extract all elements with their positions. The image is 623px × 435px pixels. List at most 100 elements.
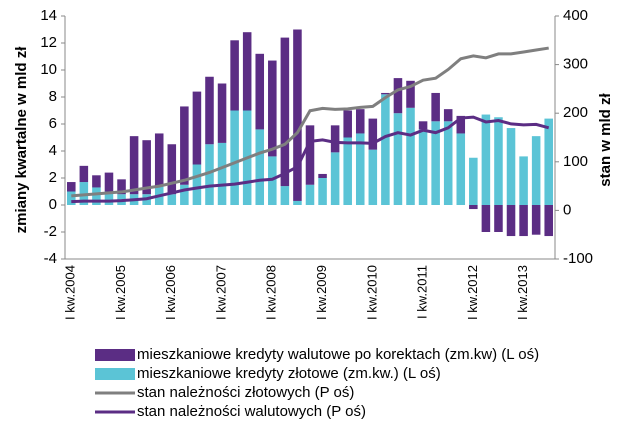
y-tick-label: 10 (40, 61, 57, 78)
bar (255, 129, 265, 205)
bar (280, 186, 290, 205)
x-tick-label: I kw.2004 (63, 265, 78, 320)
bar (481, 114, 491, 205)
bar (381, 92, 390, 95)
y2-tick-label: 400 (563, 7, 588, 24)
x-tick-label: I kw.2008 (264, 265, 279, 320)
y2-tick-label: -100 (563, 250, 593, 267)
bar (531, 136, 541, 205)
y-axis-label: zmiany kwartalne w mld zł (13, 46, 30, 234)
bar (205, 144, 214, 205)
x-tick-label: I kw.2011 (415, 265, 430, 319)
legend-label: mieszkaniowe kredyty złotowe (zm.kw.) (L… (137, 365, 441, 382)
y-tick-label: 0 (49, 196, 57, 213)
bar (217, 83, 227, 143)
y-tick-label: 12 (40, 34, 57, 51)
bar (305, 184, 315, 205)
x-tick-label: I kw.2005 (113, 265, 128, 320)
bar (192, 91, 202, 165)
y2-tick-label: 100 (563, 153, 588, 170)
bar (393, 113, 403, 205)
y-tick-label: -4 (44, 250, 57, 267)
bar (494, 205, 503, 232)
y-tick-label: 6 (49, 115, 57, 132)
y-tick-label: 14 (40, 7, 57, 24)
bar (117, 179, 126, 195)
legend-label: stan należności walutowych (P oś) (137, 403, 366, 420)
bar (431, 92, 440, 122)
bar (92, 175, 101, 188)
bar (293, 29, 302, 201)
legend-swatch (95, 349, 135, 361)
bar (79, 165, 89, 183)
bar (443, 121, 453, 205)
y2-tick-label: 200 (563, 104, 588, 121)
legend-swatch (95, 368, 135, 380)
bar (242, 32, 252, 111)
bar (406, 107, 415, 205)
y-tick-label: 4 (49, 142, 57, 159)
bar (129, 136, 139, 195)
bar (431, 121, 440, 205)
bar (318, 173, 327, 178)
bar (519, 156, 528, 205)
bar (293, 200, 302, 205)
bar (268, 60, 277, 157)
bar (142, 140, 151, 195)
bar (368, 118, 378, 150)
bar (180, 106, 189, 185)
bar (381, 94, 390, 205)
line (71, 115, 550, 204)
x-tick-label: I kw.2006 (163, 265, 178, 320)
x-tick-label: I kw.2007 (213, 265, 228, 320)
bar (167, 144, 177, 195)
x-tick-label: I kw.2012 (465, 265, 480, 320)
bar (506, 128, 516, 205)
bar (330, 125, 340, 153)
bar (355, 133, 365, 205)
bar (393, 78, 403, 114)
bar (230, 110, 239, 205)
bar (280, 37, 290, 187)
bar (406, 80, 415, 108)
bar (104, 172, 114, 192)
bar (418, 129, 428, 205)
bar (167, 194, 177, 205)
bar (531, 205, 541, 235)
bar (305, 125, 315, 185)
bar (519, 205, 528, 237)
bar (418, 121, 428, 130)
bar (230, 40, 239, 111)
bar (180, 184, 189, 205)
bar (544, 205, 553, 237)
bar (192, 164, 202, 205)
y2-axis-label: stan w mld zł (597, 93, 614, 187)
bar (154, 133, 164, 187)
bar (205, 76, 214, 145)
bar (318, 178, 327, 205)
y2-tick-label: 0 (563, 201, 571, 218)
bar (343, 110, 352, 138)
bar (368, 149, 378, 205)
bar (506, 205, 516, 237)
bar (92, 187, 101, 205)
x-tick-label: I kw.2013 (515, 265, 530, 320)
bar (104, 191, 114, 205)
x-tick-label: I kw.2009 (314, 265, 329, 320)
bar (481, 205, 491, 232)
bar (67, 191, 76, 205)
bar (67, 182, 76, 192)
bar (544, 118, 553, 205)
bar (456, 115, 466, 134)
x-tick-label: I kw.2010 (364, 265, 379, 320)
bar (343, 137, 352, 205)
bar (469, 157, 478, 205)
bar (443, 109, 453, 122)
bar (469, 205, 478, 210)
y-tick-label: -2 (44, 223, 57, 240)
bar (355, 109, 365, 134)
legend-label: mieszkaniowe kredyty walutowe po korekta… (137, 346, 539, 363)
y-tick-label: 2 (49, 169, 57, 186)
y2-tick-label: 300 (563, 56, 588, 73)
